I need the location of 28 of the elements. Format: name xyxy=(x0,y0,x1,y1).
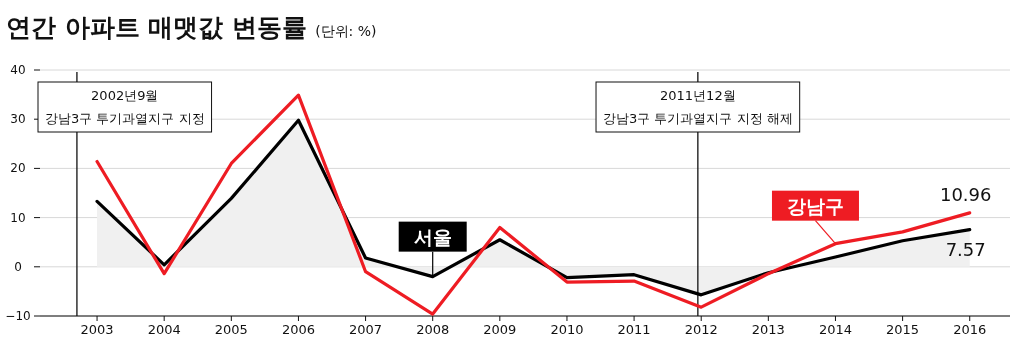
x-tick-label: 2009 xyxy=(483,322,517,337)
x-tick-label: 2003 xyxy=(80,322,114,337)
x-tick-label: 2011 xyxy=(617,322,651,337)
y-tick-label: 30 xyxy=(10,112,26,127)
ref-line-label: 2002년9월 강남3구 투기과열지구 지정 xyxy=(45,88,205,126)
x-tick-label: 2007 xyxy=(349,322,383,337)
data-label: 10.96 xyxy=(939,183,992,205)
x-tick-label: 2014 xyxy=(818,322,853,337)
y-tick-label: −10 xyxy=(5,309,31,323)
x-tick-label: 2012 xyxy=(684,322,718,337)
y-tick-label: 20 xyxy=(10,161,26,176)
chart-subtitle: (단위: %) xyxy=(315,23,377,39)
series-label: 서울 xyxy=(413,225,452,248)
y-tick-label: 10 xyxy=(10,210,26,225)
x-tick-label: 2004 xyxy=(147,322,181,337)
y-tick-label: 40 xyxy=(10,63,26,77)
x-tick-label: 2013 xyxy=(751,322,785,337)
x-tick-label: 2005 xyxy=(214,322,248,337)
x-tick-label: 2016 xyxy=(953,322,987,337)
y-tick-label: 0 xyxy=(14,259,22,274)
ref-line-label: 2011년12월 강남3구 투기과열지구 지정 해제 xyxy=(603,88,793,126)
x-tick-label: 2010 xyxy=(550,322,584,337)
series-label: 강남구 xyxy=(786,194,844,217)
data-label: 7.57 xyxy=(945,238,986,260)
x-tick-label: 2008 xyxy=(416,322,450,337)
x-tick-label: 2006 xyxy=(281,322,315,337)
x-tick-label: 2015 xyxy=(886,322,920,337)
chart-title: 연간 아파트 매맷값 변동률 xyxy=(6,13,308,42)
